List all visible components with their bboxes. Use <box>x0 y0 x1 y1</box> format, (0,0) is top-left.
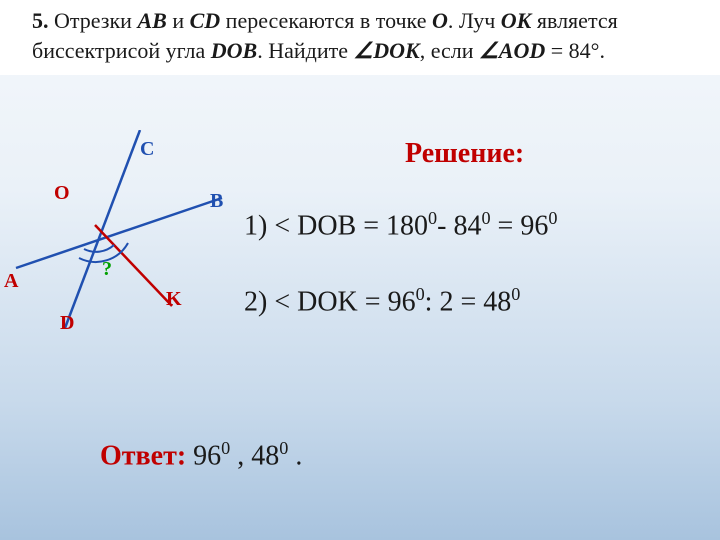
answer-line: Ответ: 960 , 480 . <box>100 438 302 472</box>
geometry-diagram: A B C D O K ? <box>0 130 230 360</box>
label-question: ? <box>102 258 112 281</box>
angle-arc-inner <box>84 245 114 252</box>
solution-heading: Решение: <box>405 138 524 170</box>
label-O: O <box>54 182 70 205</box>
line-AB <box>16 198 222 268</box>
label-C: C <box>140 138 154 161</box>
label-A: A <box>4 270 18 293</box>
diagram-svg <box>0 130 230 360</box>
problem-statement: 5. Отрезки AB и CD пересекаются в точке … <box>0 0 720 75</box>
solution-step-2: 2) < DOK = 960: 2 = 480 <box>244 284 520 318</box>
solution-step-1: 1) < DOB = 1800- 840 = 960 <box>244 208 557 242</box>
problem-number: 5. <box>32 8 49 33</box>
label-K: K <box>166 288 182 311</box>
answer-label: Ответ: <box>100 440 193 471</box>
label-B: B <box>210 190 223 213</box>
label-D: D <box>60 312 74 335</box>
